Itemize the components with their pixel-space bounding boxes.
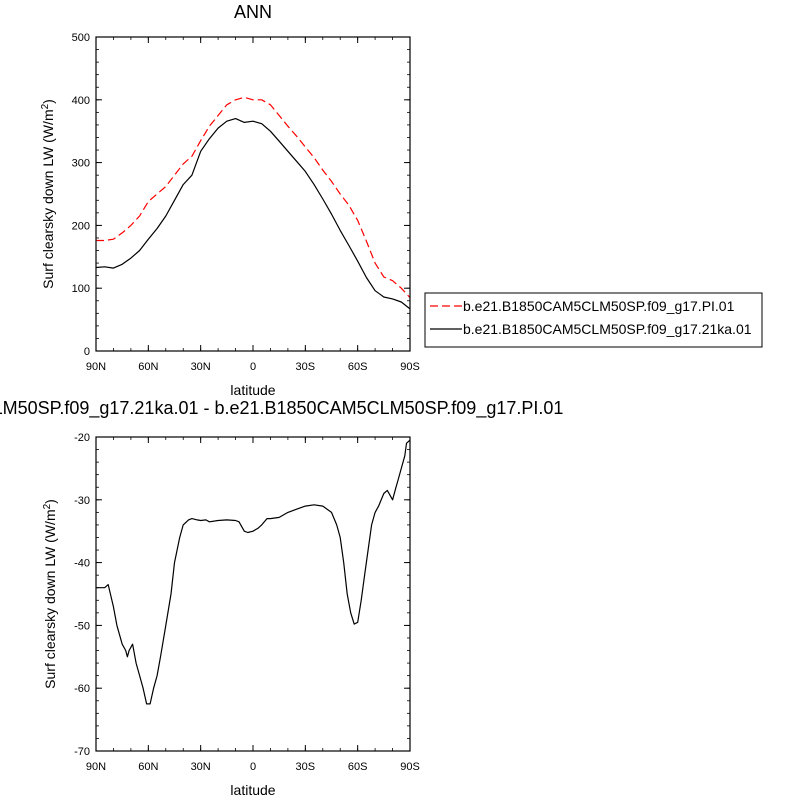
- top-y-axis-label-close: ): [40, 99, 56, 104]
- y-tick-label: -70: [74, 746, 90, 758]
- y-tick-label: 0: [84, 346, 90, 358]
- bottom-chart-tick-labels: -70 -60 -50 -40 -30 -20 90N 60N 30N 0 30S 60S 90S: [74, 432, 420, 773]
- top-chart-tick-labels: 0 100 200 300 400 500 90N 60N 30N 0 30S 60S 90S: [72, 32, 420, 373]
- x-tick-label: 60N: [138, 361, 158, 373]
- y-tick-label: -50: [74, 620, 90, 632]
- x-tick-label: 30S: [296, 361, 316, 373]
- x-tick-label: 30S: [296, 761, 316, 773]
- bottom-y-axis-label-main: Surf clearsky down LW (W/m: [42, 509, 58, 688]
- x-tick-label: 30N: [191, 361, 211, 373]
- x-tick-label: 90S: [400, 361, 420, 373]
- y-tick-label: -20: [74, 432, 90, 444]
- bottom-panel: AM5CLM50SP.f09_g17.21ka.01 - b.e21.B1850…: [0, 398, 563, 798]
- y-tick-label: 500: [72, 32, 90, 44]
- bottom-y-axis-label-sup: 2: [42, 503, 53, 509]
- series-line-1: [95, 118, 411, 310]
- bottom-chart-title: AM5CLM50SP.f09_g17.21ka.01 - b.e21.B1850…: [0, 398, 563, 419]
- top-y-axis-label-main: Surf clearsky down LW (W/m: [40, 109, 56, 288]
- series-line-0: [96, 439, 411, 705]
- legend-label-pi: b.e21.B1850CAM5CLM50SP.f09_g17.PI.01: [463, 298, 735, 314]
- y-tick-label: -30: [74, 495, 90, 507]
- bottom-chart-series: [96, 439, 411, 705]
- series-line-0: [96, 96, 411, 299]
- legend-label-21ka: b.e21.B1850CAM5CLM50SP.f09_g17.21ka.01: [463, 321, 752, 337]
- bottom-plot-frame: [95, 436, 411, 752]
- bottom-y-axis-label-close: ): [42, 499, 58, 504]
- legend: b.e21.B1850CAM5CLM50SP.f09_g17.PI.01 b.e…: [424, 292, 763, 348]
- top-y-axis-label-sup: 2: [40, 103, 51, 109]
- x-tick-label: 0: [250, 761, 256, 773]
- x-tick-label: 90N: [86, 361, 106, 373]
- bottom-x-axis-label: latitude: [230, 782, 275, 798]
- top-y-axis-label: Surf clearsky down LW (W/m2): [40, 99, 56, 289]
- top-chart-ticks: [95, 36, 411, 352]
- top-chart-title: ANN: [234, 2, 272, 22]
- x-tick-label: 90S: [400, 761, 420, 773]
- y-tick-label: -40: [74, 558, 90, 570]
- y-tick-label: 200: [72, 220, 90, 232]
- top-x-axis-label: latitude: [230, 382, 275, 398]
- x-tick-label: 30N: [191, 761, 211, 773]
- x-tick-label: 0: [250, 361, 256, 373]
- bottom-y-axis-label: Surf clearsky down LW (W/m2): [42, 499, 58, 689]
- y-tick-label: 300: [72, 158, 90, 170]
- top-plot-frame: [95, 36, 411, 352]
- top-chart-series: [95, 96, 411, 310]
- y-tick-label: 100: [72, 283, 90, 295]
- x-tick-label: 60S: [348, 361, 368, 373]
- y-tick-label: -60: [74, 683, 90, 695]
- bottom-chart-ticks: [95, 436, 411, 752]
- legend-box: [424, 292, 763, 348]
- x-tick-label: 60S: [348, 761, 368, 773]
- y-tick-label: 400: [72, 95, 90, 107]
- x-tick-label: 60N: [138, 761, 158, 773]
- x-tick-label: 90N: [86, 761, 106, 773]
